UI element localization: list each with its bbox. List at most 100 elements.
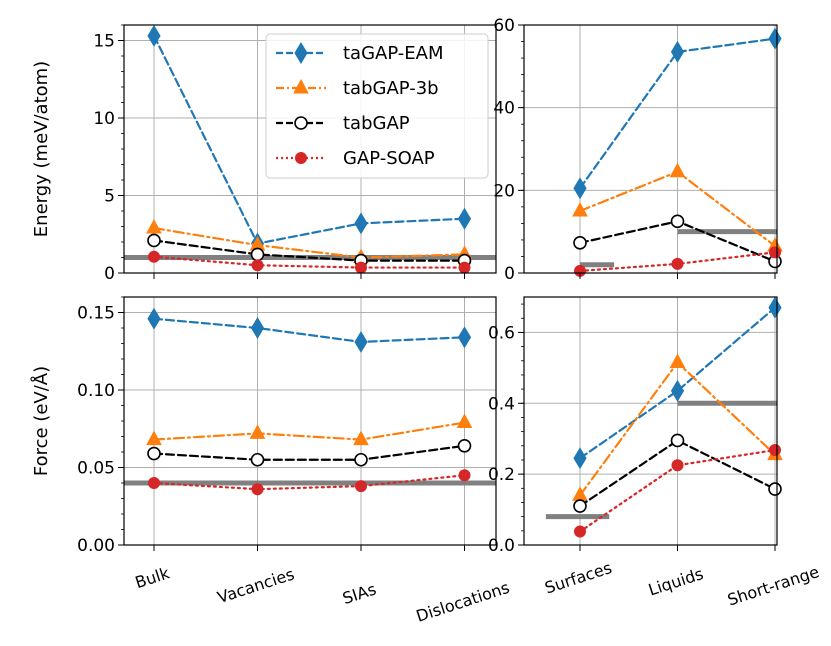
- data-point: [355, 480, 367, 493]
- y-axis-label: Energy (meV/atom): [31, 61, 52, 237]
- data-point: [250, 247, 265, 262]
- legend-marker: [295, 152, 307, 164]
- data-point: [251, 259, 264, 272]
- legend-item: GAP-SOAP: [276, 148, 435, 169]
- series-tagap-eam: [147, 307, 472, 353]
- data-point: [354, 452, 368, 467]
- data-point: [148, 250, 160, 263]
- x-tick-label: Dislocations: [414, 578, 512, 626]
- series-gap-soap: [574, 444, 781, 538]
- legend-box: [265, 33, 489, 179]
- series-line: [152, 34, 466, 245]
- data-point: [573, 499, 587, 513]
- series-tagap-eam: [573, 296, 782, 470]
- series-line: [152, 317, 466, 344]
- data-point: [574, 525, 586, 538]
- x-tick-label: Liquids: [646, 564, 706, 600]
- legend-label: tabGAP-3b: [343, 78, 439, 99]
- y-tick-label: 0.2: [488, 465, 515, 485]
- data-point: [573, 447, 587, 470]
- series-tabgap: [573, 214, 782, 269]
- data-point: [670, 433, 685, 448]
- data-point: [458, 469, 471, 482]
- x-tick-label: Bulk: [133, 563, 173, 592]
- y-tick-label: 0.0: [488, 536, 515, 556]
- data-point: [354, 212, 368, 235]
- series-gap-soap: [148, 250, 471, 274]
- panel-force-left: 0.00 0.05 0.10 0.15 Bulk Vacancies SIAs Disloca…: [30, 296, 512, 626]
- legend-marker: [293, 78, 309, 94]
- series-gap-soap: [574, 246, 781, 277]
- data-point: [354, 330, 368, 353]
- data-point: [573, 177, 587, 200]
- y-tick-label: 20: [493, 181, 515, 201]
- data-point: [669, 353, 686, 369]
- data-point: [768, 482, 782, 496]
- y-tick-label: 0.4: [488, 394, 515, 414]
- x-tick-label: Surfaces: [542, 558, 614, 597]
- y-axis-label: Force (eV/Å): [30, 366, 52, 476]
- data-point: [769, 246, 781, 259]
- data-point: [458, 261, 471, 274]
- legend: taGAP-EAM tabGAP-3b tabGAP GAP-SOAP: [265, 33, 489, 179]
- y-tick-label: 40: [493, 99, 515, 119]
- series-tagap-eam: [573, 27, 782, 200]
- x-tick-label: Short-range: [725, 562, 821, 609]
- data-point: [669, 162, 686, 178]
- legend-label: GAP-SOAP: [343, 148, 435, 169]
- y-tick-label: 0.6: [488, 323, 515, 343]
- data-point: [670, 214, 685, 229]
- data-point: [456, 413, 473, 429]
- data-point: [573, 236, 587, 250]
- data-point: [457, 438, 472, 453]
- series-tabgap: [147, 438, 472, 467]
- y-tick-label: 0.00: [77, 536, 115, 556]
- x-tick-label: SIAs: [340, 579, 378, 608]
- axes-frame: [123, 24, 497, 274]
- y-tick-label: 15: [93, 32, 115, 52]
- data-point: [146, 430, 162, 446]
- legend-label: tabGAP: [343, 113, 410, 134]
- data-point: [457, 207, 472, 230]
- data-point: [768, 296, 782, 319]
- data-point: [457, 326, 472, 349]
- data-point: [671, 257, 684, 270]
- data-point: [769, 444, 781, 457]
- data-point: [251, 483, 264, 496]
- series-line: [578, 306, 777, 460]
- data-point: [147, 24, 161, 47]
- data-point: [572, 201, 588, 217]
- y-tick-label: 0.10: [77, 381, 115, 401]
- axes-frame: [123, 296, 497, 546]
- y-tick-label: 60: [493, 16, 515, 36]
- series-line: [152, 474, 466, 491]
- legend-marker: [294, 116, 308, 130]
- series-tabgap: [573, 433, 782, 513]
- series-tabgap-3b: [146, 413, 473, 446]
- data-point: [148, 477, 160, 489]
- series-gap-soap: [148, 469, 471, 496]
- series-line: [152, 226, 466, 259]
- series-line: [152, 239, 466, 262]
- data-point: [146, 218, 162, 234]
- legend-label: taGAP-EAM: [343, 43, 444, 64]
- data-point: [147, 446, 161, 461]
- y-tick-label: 5: [104, 187, 115, 207]
- panel-force-right: 0.0 0.2 0.4 0.6 Surfaces Liquids Short-range: [488, 296, 822, 610]
- series-line: [578, 439, 777, 508]
- data-point: [147, 307, 161, 330]
- legend-marker: [294, 42, 308, 64]
- axes-frame: [523, 24, 778, 274]
- series-tabgap: [147, 233, 472, 268]
- y-tick-label: 0: [104, 264, 115, 284]
- data-point: [768, 27, 782, 50]
- panel-energy-right: 0 20 40 60: [493, 16, 783, 284]
- data-point: [250, 317, 265, 339]
- legend-item: tabGAP: [276, 113, 410, 134]
- y-tick-label: 10: [93, 109, 115, 129]
- data-point: [355, 261, 367, 274]
- legend-item: taGAP-EAM: [276, 42, 444, 64]
- panel-energy-left: 0 5 10 15 Energy (meV/atom): [31, 24, 497, 284]
- y-tick-label: 0: [504, 264, 515, 284]
